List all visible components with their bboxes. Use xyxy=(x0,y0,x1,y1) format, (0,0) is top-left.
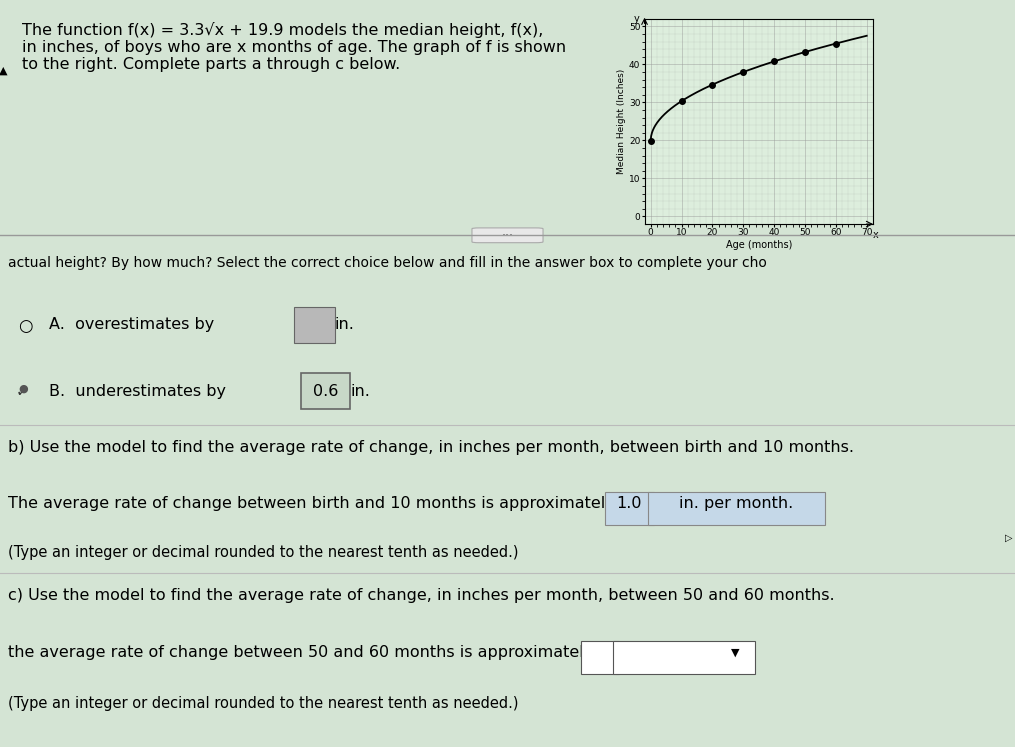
FancyBboxPatch shape xyxy=(294,307,335,343)
Text: ●: ● xyxy=(18,384,28,394)
Text: 1.0: 1.0 xyxy=(616,496,642,511)
Text: ▲: ▲ xyxy=(0,66,7,76)
Text: y: y xyxy=(634,13,639,24)
Text: (Type an integer or decimal rounded to the nearest tenth as needed.): (Type an integer or decimal rounded to t… xyxy=(8,696,519,711)
Y-axis label: Median Height (Inches): Median Height (Inches) xyxy=(617,69,626,174)
Text: ○: ○ xyxy=(18,317,32,335)
Text: b) Use the model to find the average rate of change, in inches per month, betwee: b) Use the model to find the average rat… xyxy=(8,440,854,455)
Text: actual height? By how much? Select the correct choice below and fill in the answ: actual height? By how much? Select the c… xyxy=(8,255,767,270)
Text: in.: in. xyxy=(350,384,370,399)
Text: 0.6: 0.6 xyxy=(313,384,338,399)
FancyBboxPatch shape xyxy=(472,228,543,243)
FancyBboxPatch shape xyxy=(581,641,619,674)
Text: A.  overestimates by: A. overestimates by xyxy=(49,317,214,332)
Text: ✓: ✓ xyxy=(15,384,28,399)
FancyBboxPatch shape xyxy=(605,492,654,525)
Text: ···: ··· xyxy=(501,229,514,242)
FancyBboxPatch shape xyxy=(613,641,755,674)
Text: B.  underestimates by: B. underestimates by xyxy=(49,384,225,399)
Text: ▷: ▷ xyxy=(1005,533,1013,543)
FancyBboxPatch shape xyxy=(301,374,350,409)
Text: in.: in. xyxy=(335,317,355,332)
FancyBboxPatch shape xyxy=(648,492,825,525)
Text: The average rate of change between birth and 10 months is approximately: The average rate of change between birth… xyxy=(8,496,615,511)
Text: in. per month.: in. per month. xyxy=(679,496,793,511)
Text: The function f(x) = 3.3√x + 19.9 models the median height, f(x),
in inches, of b: The function f(x) = 3.3√x + 19.9 models … xyxy=(22,22,566,72)
Text: ▼: ▼ xyxy=(732,647,740,657)
Text: x: x xyxy=(873,230,879,240)
X-axis label: Age (months): Age (months) xyxy=(726,240,792,250)
Text: (Type an integer or decimal rounded to the nearest tenth as needed.): (Type an integer or decimal rounded to t… xyxy=(8,545,519,560)
Text: the average rate of change between 50 and 60 months is approximately: the average rate of change between 50 an… xyxy=(8,645,594,660)
Text: c) Use the model to find the average rate of change, in inches per month, betwee: c) Use the model to find the average rat… xyxy=(8,589,834,604)
